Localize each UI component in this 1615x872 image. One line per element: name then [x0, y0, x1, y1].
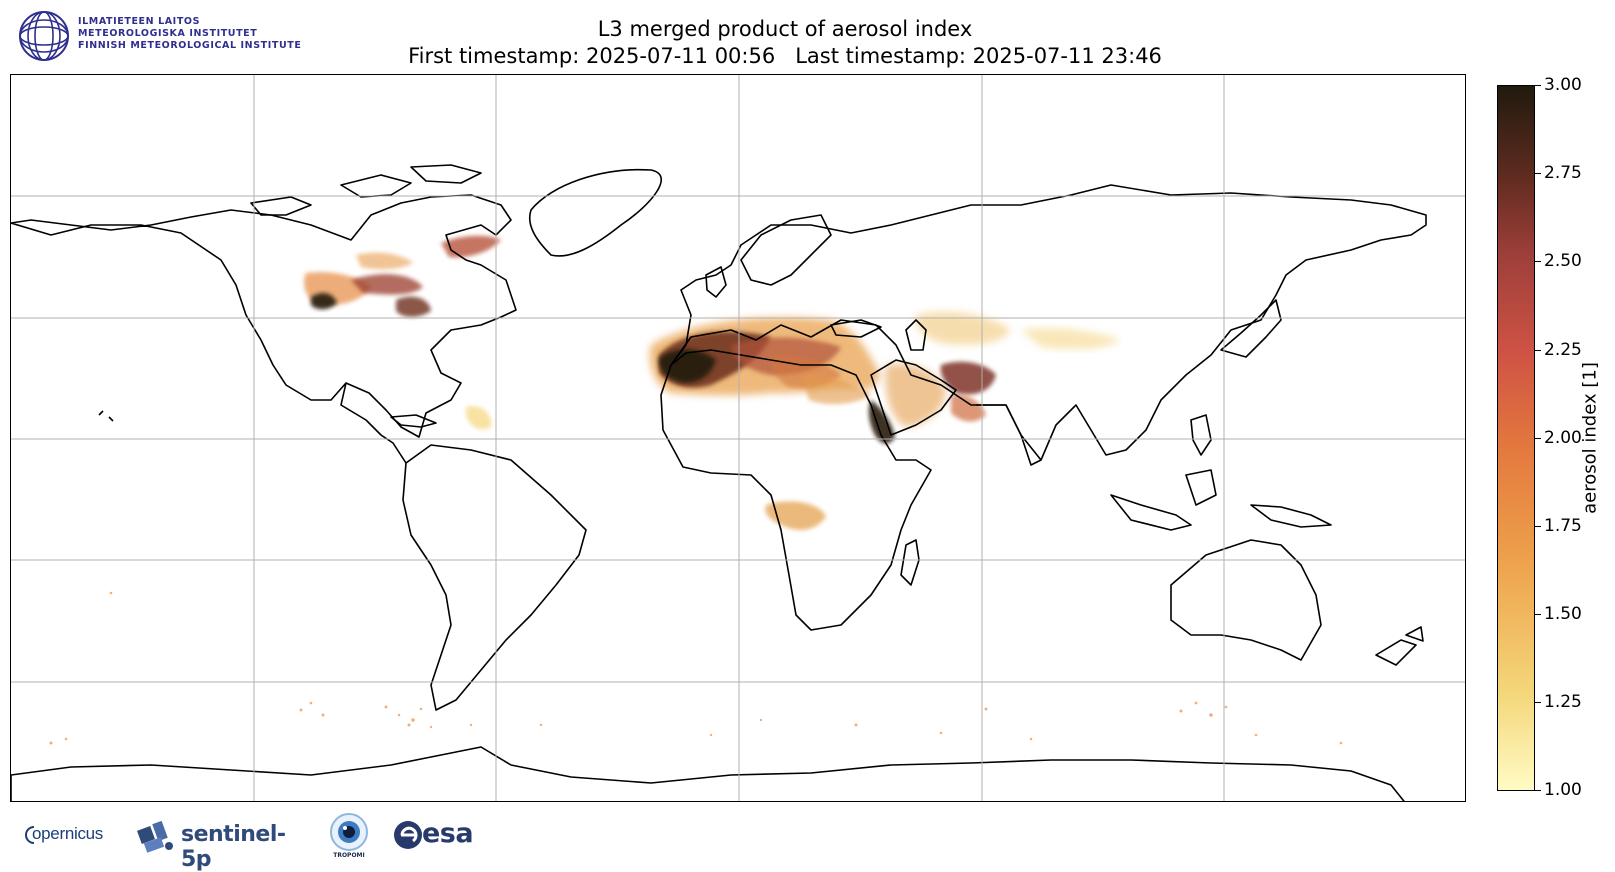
- coast-black-sea: [830, 319, 882, 338]
- coast-greenland: [529, 168, 663, 257]
- coast-philippines: [1190, 414, 1212, 456]
- esa-e-icon: [394, 821, 422, 849]
- colorbar-tick-label: 1.50: [1544, 604, 1582, 624]
- fmi-logo: ILMATIETEEN LAITOS METEOROLOGISKA INSTIT…: [18, 10, 318, 62]
- coast-hawaii: [98, 410, 114, 422]
- plume-caribbean: [466, 406, 492, 430]
- esa-logo: esa: [393, 812, 493, 862]
- colorbar-tick-label: 3.00: [1544, 75, 1582, 95]
- colorbar: [1497, 85, 1535, 791]
- coast-india: [976, 404, 1042, 466]
- plume-hudson: [396, 296, 431, 317]
- fmi-logo-line-2: METEOROLOGISKA INSTITUTET: [78, 28, 258, 39]
- tropomi-word: TROPOMI: [333, 852, 365, 859]
- plume-canada-north: [356, 252, 413, 270]
- colorbar-tick-mark: [1535, 261, 1541, 262]
- coast-eurasia: [670, 184, 1427, 461]
- coast-caribbean-cuba: [390, 414, 437, 428]
- aerosol-map: [10, 74, 1466, 802]
- sentinel-word: sentinel-5p: [181, 822, 286, 872]
- coast-scandinavia: [740, 214, 832, 286]
- southern-ocean-specks: [49, 591, 1343, 745]
- colorbar-tick-label: 2.75: [1544, 163, 1582, 183]
- title-line-2: First timestamp: 2025-07-11 00:56 Last t…: [408, 44, 1162, 68]
- colorbar-tick-mark: [1535, 790, 1541, 791]
- fmi-logo-line-3: FINNISH METEOROLOGICAL INSTITUTE: [78, 40, 302, 51]
- plume-arabia: [885, 363, 946, 427]
- plume-sudan: [801, 375, 871, 405]
- coast-arabia: [870, 359, 957, 436]
- title-line-1: L3 merged product of aerosol index: [597, 17, 973, 41]
- plume-canada-central: [351, 274, 423, 295]
- sentinel-5p-logo: sentinel-5p: [135, 812, 310, 872]
- colorbar-tick-mark: [1535, 702, 1541, 703]
- coast-south-america: [402, 444, 587, 711]
- esa-word: esa: [422, 818, 474, 849]
- colorbar-tick-mark: [1535, 526, 1541, 527]
- coast-japan: [1220, 299, 1282, 358]
- plume-congo: [765, 501, 826, 530]
- plume-central-asia: [915, 311, 1011, 345]
- coast-british-isles: [705, 266, 727, 298]
- coast-caspian: [905, 319, 927, 351]
- copernicus-word: opernicus: [32, 824, 104, 843]
- fmi-globe-icon: [19, 11, 69, 61]
- plume-west-africa-darkest: [658, 349, 716, 383]
- map-title: L3 merged product of aerosol index First…: [280, 16, 1290, 70]
- colorbar-tick-mark: [1535, 350, 1541, 351]
- colorbar-tick-label: 2.25: [1544, 340, 1582, 360]
- gridlines: [11, 75, 1465, 801]
- coast-antarctica: [11, 746, 1405, 801]
- plume-pakistan: [951, 394, 986, 422]
- coastlines: [11, 164, 1427, 801]
- colorbar-tick-label: 2.50: [1544, 251, 1582, 271]
- fmi-logo-line-1: ILMATIETEEN LAITOS: [78, 16, 201, 27]
- map-canvas: [11, 75, 1465, 801]
- colorbar-title: aerosol index [1]: [1579, 362, 1601, 514]
- coast-indonesia: [1110, 469, 1332, 531]
- coast-madagascar: [900, 539, 920, 586]
- plume-labrador: [441, 235, 501, 258]
- tropomi-eye-icon: [330, 813, 368, 851]
- coast-new-zealand: [1375, 626, 1424, 666]
- aerosol-overlay: [49, 235, 1343, 745]
- tropomi-logo: TROPOMI: [325, 812, 375, 862]
- colorbar-tick-label: 1.00: [1544, 780, 1582, 800]
- coast-central-america: [340, 382, 407, 464]
- colorbar-tick-label: 1.25: [1544, 692, 1582, 712]
- colorbar-tick-mark: [1535, 438, 1541, 439]
- colorbar-tick-mark: [1535, 85, 1541, 86]
- colorbar-tick-mark: [1535, 614, 1541, 615]
- copernicus-c-icon: [25, 826, 35, 844]
- plume-canada-core: [311, 293, 337, 310]
- coast-australia: [1170, 539, 1322, 661]
- coast-africa: [660, 349, 932, 631]
- colorbar-tick-label: 2.00: [1544, 428, 1582, 448]
- plume-red-sea: [868, 400, 895, 444]
- plume-gobi: [1021, 328, 1121, 350]
- coast-arctic-islands: [250, 164, 482, 216]
- copernicus-logo: opernicus: [22, 812, 117, 862]
- sentinel-satellite-icon: [137, 820, 173, 853]
- colorbar-tick-label: 1.75: [1544, 516, 1582, 536]
- fmi-logo-text: ILMATIETEEN LAITOS METEOROLOGISKA INSTIT…: [78, 16, 301, 52]
- colorbar-tick-mark: [1535, 173, 1541, 174]
- coast-north-america: [11, 194, 517, 438]
